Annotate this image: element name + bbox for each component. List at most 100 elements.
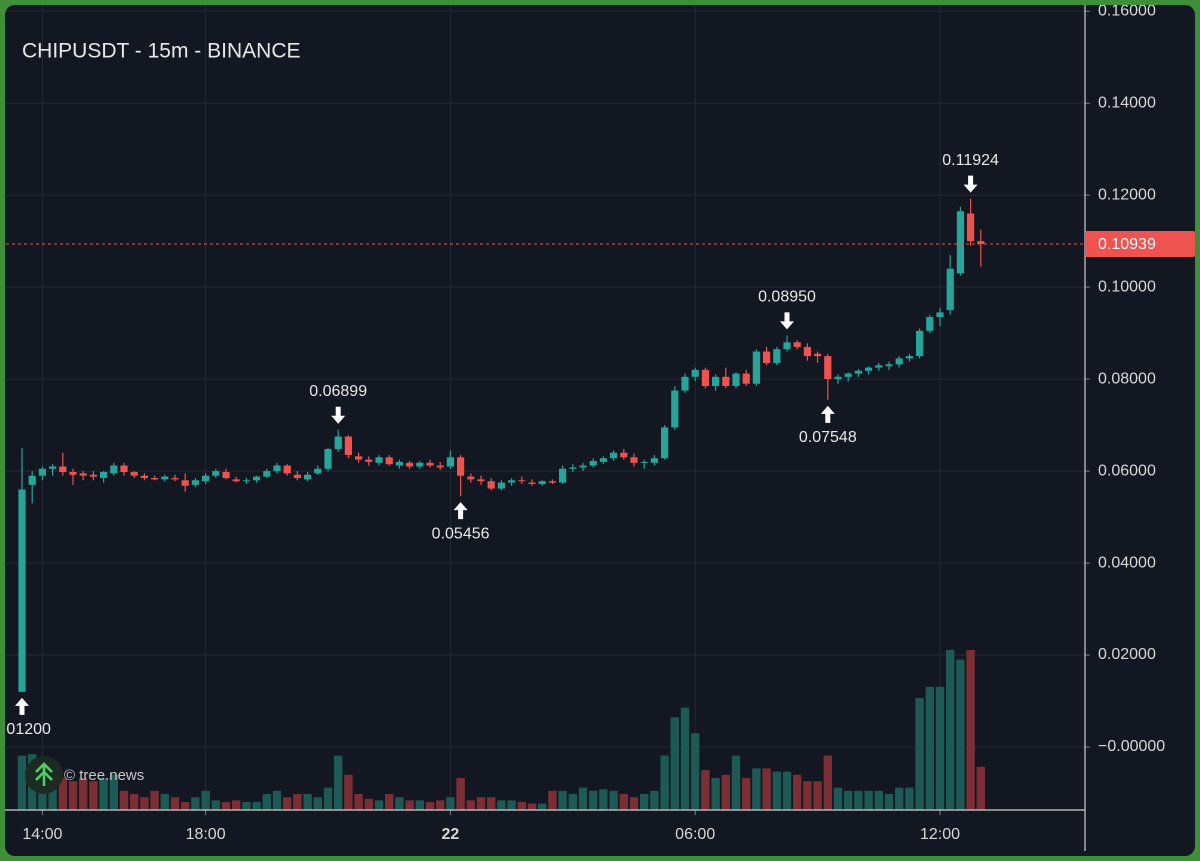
- volume-bar: [527, 803, 537, 810]
- volume-bar: [201, 790, 210, 810]
- candle-body: [599, 458, 607, 462]
- volume-bar: [344, 774, 353, 810]
- candle-body: [344, 436, 352, 455]
- volume-bar: [130, 794, 139, 810]
- volume-bar: [650, 790, 659, 810]
- volume-bar: [680, 707, 690, 810]
- annotation-label: 0.05456: [432, 525, 490, 542]
- x-tick-label: 06:00: [675, 826, 715, 843]
- candle-body: [130, 472, 138, 476]
- volume-bar: [619, 794, 628, 810]
- volume-bar: [476, 797, 486, 810]
- candle-body: [916, 330, 924, 357]
- volume-bar: [589, 790, 598, 810]
- plot-layer: [5, 5, 1085, 810]
- candle-body: [701, 369, 709, 387]
- candle-body: [528, 482, 536, 484]
- candle-body: [416, 462, 424, 467]
- volume-bar: [629, 797, 639, 810]
- candle-body: [161, 476, 169, 480]
- candle-body: [732, 373, 740, 387]
- candle-body: [630, 457, 638, 463]
- candle-body: [28, 475, 36, 485]
- candle-body: [865, 367, 873, 371]
- volume-bar: [303, 794, 312, 810]
- chart-title: CHIPUSDT - 15m - BINANCE: [22, 40, 301, 63]
- candle-body: [793, 342, 801, 347]
- volume-bar: [313, 797, 322, 810]
- volume-bar: [497, 800, 506, 810]
- candle-body: [579, 465, 587, 468]
- candle-body: [895, 358, 903, 365]
- candle-body: [253, 476, 261, 481]
- volume-bar: [803, 781, 812, 810]
- annotation-label: 0.07548: [799, 429, 857, 446]
- candle-body: [946, 268, 954, 311]
- candle-body: [752, 351, 760, 384]
- candle-body: [477, 479, 485, 482]
- candle-body: [273, 465, 281, 472]
- x-tick-label: 14:00: [22, 826, 62, 843]
- candle-body: [89, 474, 97, 477]
- candle-body: [324, 449, 332, 469]
- candle-body: [406, 462, 414, 467]
- volume-bar: [58, 778, 67, 810]
- candle-body: [140, 475, 148, 478]
- candle-body: [834, 376, 842, 380]
- volume-bar: [272, 790, 282, 810]
- volume-bar: [364, 798, 373, 810]
- candle-body: [926, 317, 934, 331]
- volume-bar: [466, 800, 475, 810]
- volume-bar: [946, 650, 955, 810]
- chart: CHIPUSDT - 15m - BINANCE −0.00000 0.02000…: [5, 5, 1195, 851]
- last-price-box: [1085, 230, 1195, 257]
- volume-bar: [935, 686, 945, 810]
- volume-bar: [232, 800, 241, 810]
- volume-bar: [221, 802, 231, 810]
- candle-body: [120, 465, 128, 473]
- candle-body: [334, 436, 342, 450]
- volume-bar: [701, 770, 710, 810]
- volume-bar: [395, 797, 404, 810]
- volume-bar: [568, 794, 577, 810]
- candle-body: [446, 457, 454, 467]
- candle-body: [222, 472, 230, 478]
- candle-body: [977, 241, 985, 244]
- volume-bar: [874, 790, 883, 810]
- volume-bar: [109, 774, 118, 810]
- candle-body: [38, 468, 46, 476]
- volume-bar: [742, 778, 751, 810]
- volume-bar: [68, 781, 78, 810]
- candle-body: [18, 489, 26, 692]
- volume-bar: [262, 794, 271, 810]
- volume-bar: [905, 787, 914, 810]
- volume-bar: [772, 771, 781, 810]
- candle-body: [304, 474, 312, 480]
- y-tick-label: 0.08000: [1098, 370, 1156, 387]
- candle-body: [610, 452, 618, 459]
- candle-body: [620, 452, 628, 458]
- volume-bar: [976, 766, 985, 810]
- annotation-arrow: [453, 502, 468, 520]
- candle-body: [905, 356, 913, 359]
- volume-bar: [446, 797, 455, 810]
- volume-bar: [884, 794, 894, 810]
- volume-bar: [752, 768, 761, 810]
- x-tick-label: 18:00: [186, 826, 226, 843]
- candle-body: [293, 474, 301, 478]
- candle-body: [844, 373, 852, 377]
- annotation-label: 0.08950: [758, 289, 816, 306]
- volume-bar: [293, 794, 302, 810]
- candle-body: [212, 471, 220, 476]
- volume-bar: [660, 755, 669, 810]
- annotation-label: 0.01200: [5, 721, 51, 738]
- volume-bar: [48, 778, 57, 810]
- candle-body: [171, 477, 179, 480]
- candle-body: [426, 462, 434, 466]
- last-price-label: 0.10939: [1098, 236, 1156, 253]
- candle-body: [650, 458, 658, 463]
- volume-bar: [17, 755, 27, 810]
- candle-body: [548, 481, 556, 483]
- candle-body: [742, 373, 750, 384]
- candle-body: [467, 476, 475, 480]
